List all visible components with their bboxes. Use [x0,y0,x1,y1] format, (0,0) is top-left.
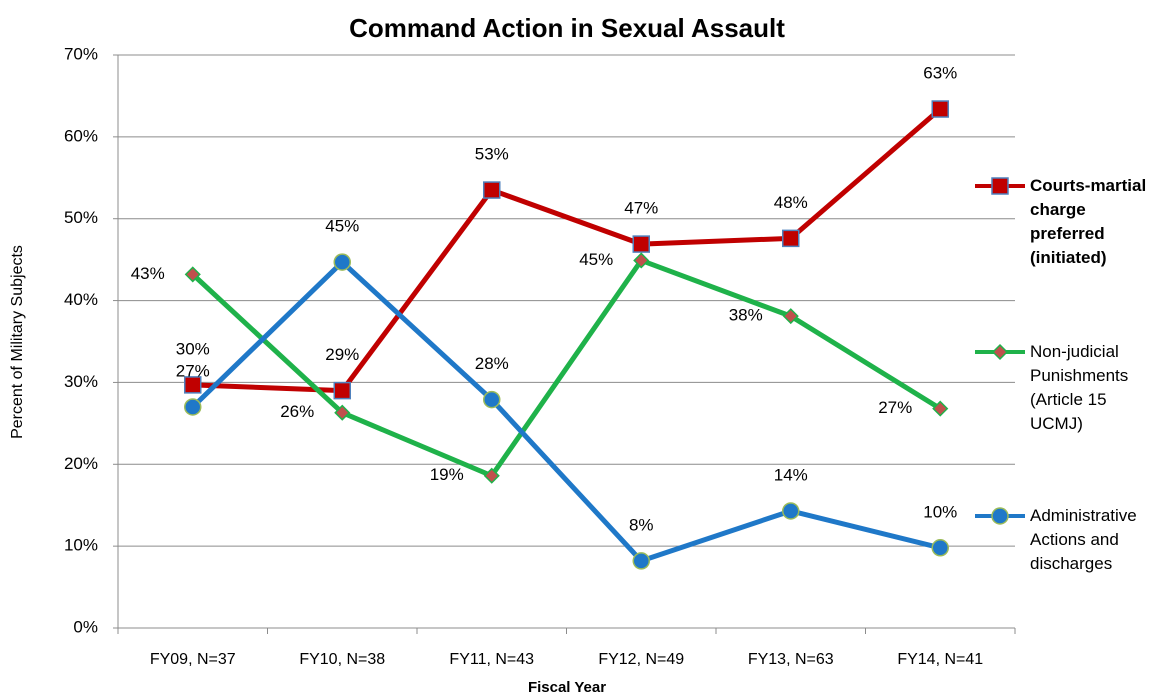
series-line [191,259,941,564]
marker [931,539,949,557]
x-tick-label: FY09, N=37 [150,651,236,668]
data-label: 45% [579,250,613,269]
y-tick-label: 70% [64,44,98,63]
marker [184,376,202,394]
y-tick-label: 20% [64,454,98,473]
data-label: 28% [475,354,509,373]
x-tick-label: FY11, N=43 [449,651,534,668]
marker [782,502,800,520]
y-tick-label: 10% [64,536,98,555]
data-label: 63% [923,64,957,83]
data-label: 14% [774,465,808,484]
marker [932,400,949,417]
legend-label: Non-judicial Punishments (Article 15 UCM… [1030,342,1129,433]
x-tick-label: FY13, N=63 [748,651,834,668]
y-tick-label: 50% [64,208,98,227]
marker [334,404,351,421]
data-label: 45% [325,217,359,236]
marker [333,253,351,271]
marker [483,390,501,409]
marker [483,467,500,484]
marker [632,552,650,570]
data-label: 10% [923,502,957,521]
marker [782,229,800,248]
series-line [191,257,942,479]
chart-title: Command Action in Sexual Assault [349,13,785,43]
data-label: 27% [176,361,210,380]
data-label: 27% [878,398,912,417]
data-label: 48% [774,193,808,212]
marker [991,177,1009,195]
marker [184,398,202,416]
data-label: 26% [280,402,314,421]
y-tick-label: 30% [64,372,98,391]
y-tick-label: 0% [73,617,98,636]
marker [184,266,201,283]
data-label: 30% [176,339,210,358]
marker [991,343,1009,361]
y-tick-label: 60% [64,126,98,145]
marker [483,181,501,199]
data-label: 19% [430,465,464,484]
marker [782,308,799,325]
legend-label: Courts-martial charge preferred (initiat… [1030,176,1147,267]
data-label: 29% [325,345,359,364]
x-tick-label: FY14, N=41 [897,651,983,668]
legend-label: Administrative Actions and discharges [1030,506,1137,573]
marker [632,235,650,253]
data-label: 43% [131,264,165,283]
marker [333,381,351,400]
data-label: 47% [624,199,658,218]
y-tick-label: 40% [64,290,98,309]
marker [931,100,949,118]
x-axis-title: Fiscal Year [528,679,606,696]
data-label: 8% [629,515,654,534]
data-label: 53% [475,145,509,164]
data-label: 38% [729,306,763,325]
marker [991,507,1009,525]
x-tick-label: FY10, N=38 [299,651,385,668]
y-axis-title: Percent of Military Subjects [9,245,26,439]
marker [633,252,650,269]
series-line [192,107,942,394]
x-tick-label: FY12, N=49 [598,651,684,668]
